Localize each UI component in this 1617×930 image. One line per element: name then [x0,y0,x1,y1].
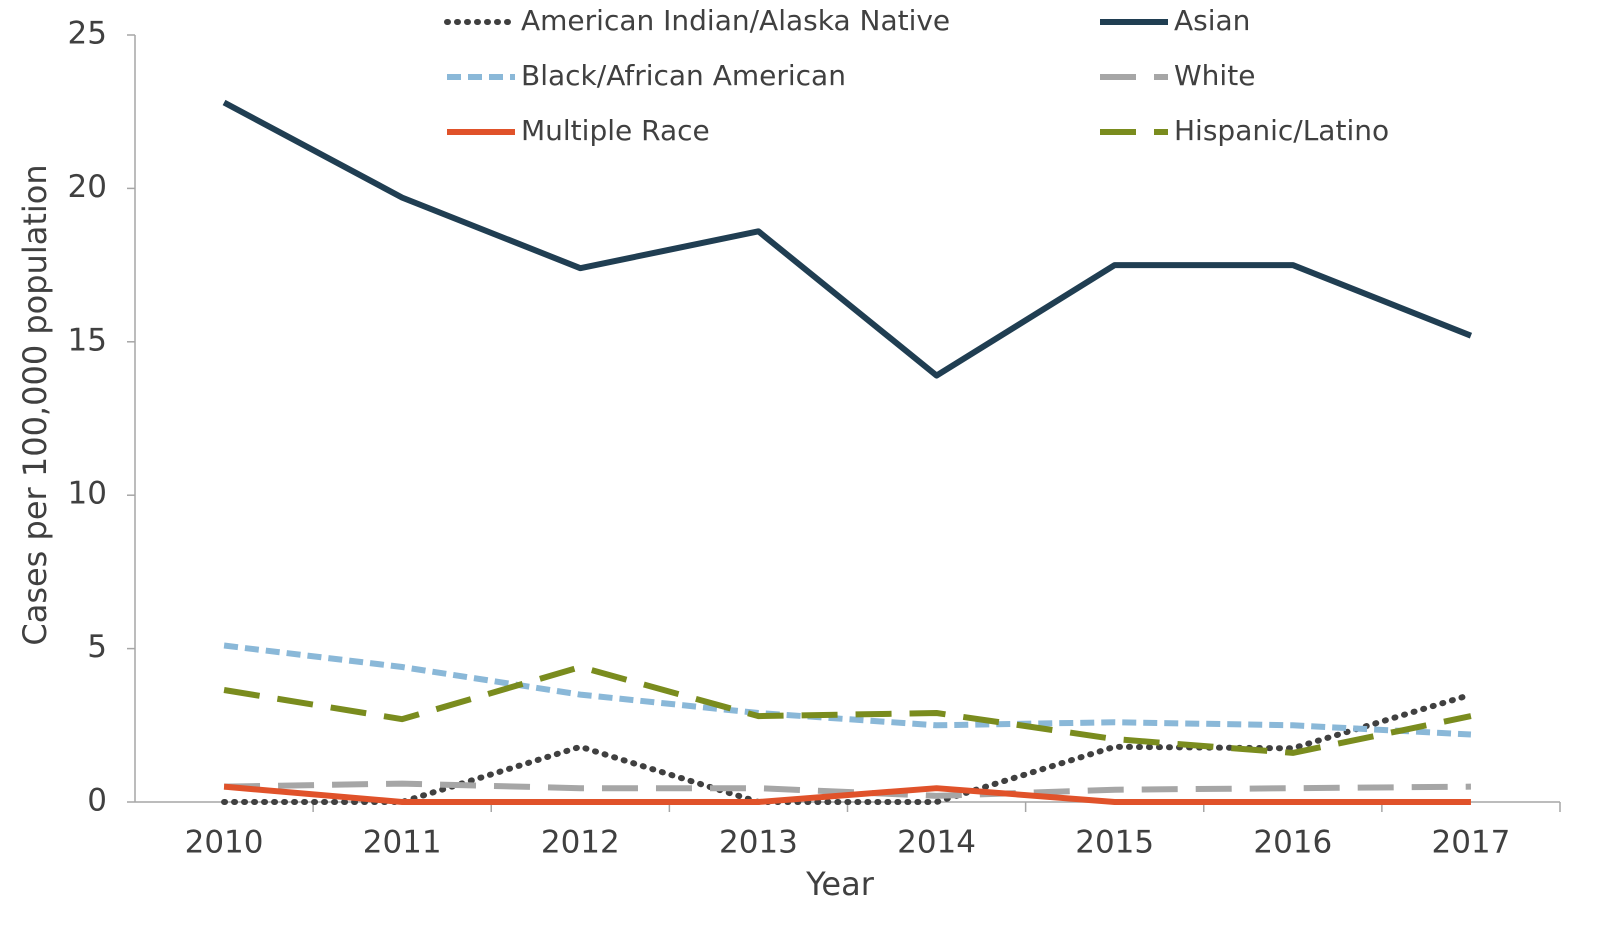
legend-label: Multiple Race [521,114,710,147]
series-line [224,780,1471,799]
y-tick-label: 5 [87,629,107,665]
y-tick-label: 10 [68,476,107,512]
series-line [222,99,1473,379]
legend-label: Asian [1174,4,1250,37]
x-tick-label: 2016 [1253,825,1332,861]
x-tick-label: 2013 [719,825,798,861]
x-tick-label: 2010 [185,825,264,861]
x-tick-label: 2015 [1075,825,1154,861]
y-tick-label: 15 [68,322,107,358]
series-line [223,664,1472,756]
x-tick-label: 2012 [541,825,620,861]
x-axis-title: Year [805,865,875,903]
legend-label: Hispanic/Latino [1174,114,1389,147]
series-line [223,783,1471,805]
y-tick-label: 25 [68,16,107,52]
legend-label: Black/African American [521,59,846,92]
y-tick-label: 20 [68,169,107,205]
x-tick-label: 2011 [363,825,442,861]
legend-label: White [1174,59,1255,92]
series-line [221,691,1474,805]
x-tick-label: 2014 [897,825,976,861]
y-tick-label: 0 [87,783,107,819]
y-axis-title: Cases per 100,000 population [16,164,54,645]
series-line [223,642,1472,738]
legend-label: American Indian/Alaska Native [521,4,950,37]
x-tick-label: 2017 [1431,825,1510,861]
